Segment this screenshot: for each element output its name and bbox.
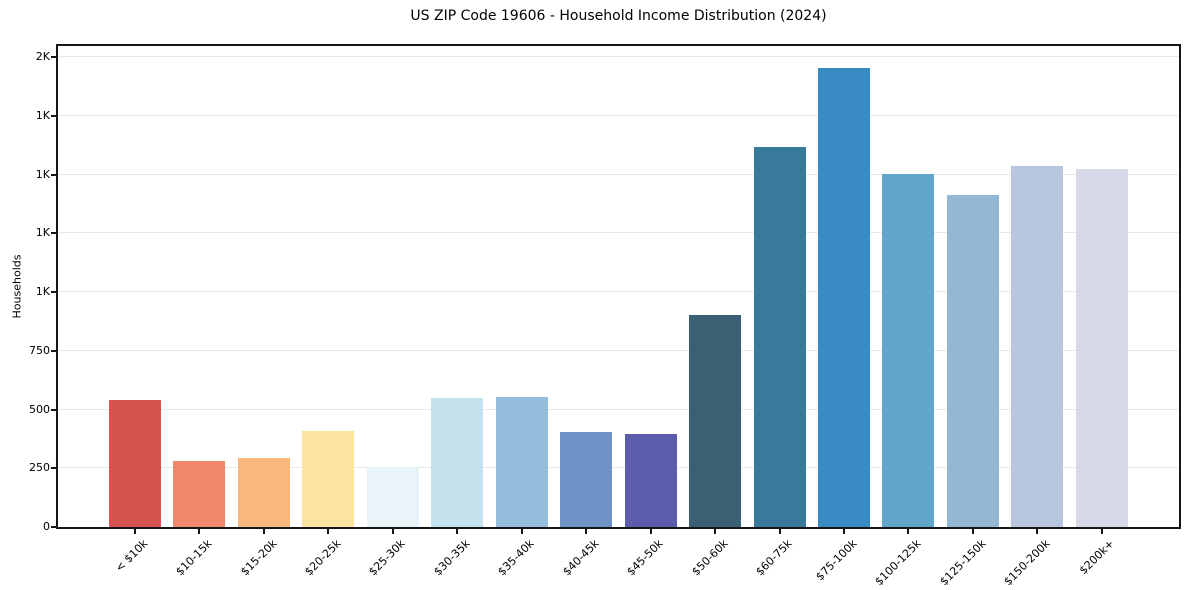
bar-10-15k [173,460,226,527]
plot-area [56,44,1181,529]
bar-150-200k [1011,166,1064,527]
y-tick-mark [51,114,56,117]
y-tick-mark [51,349,56,352]
gridline-250 [58,467,1179,469]
x-tick-label: $25-30k [366,537,409,579]
x-tick-mark [649,529,652,534]
gridline-1250 [58,232,1179,234]
x-tick-label: $40-45k [560,537,602,579]
y-tick-label: 1K [35,226,50,240]
bar-50-60k [689,314,742,527]
y-tick-label: 500 [29,402,50,416]
x-tick-mark [520,529,523,534]
y-tick-mark [51,232,56,235]
y-tick-label: 2K [35,50,50,64]
x-tick-mark [907,529,910,534]
x-tick-label: $60-75k [753,537,795,579]
x-tick-mark [971,529,974,534]
y-tick-label: 0 [43,520,50,533]
x-tick-label: $100-125k [872,537,924,589]
bar-20-25k [302,430,355,527]
bar-45-50k [624,434,677,527]
x-tick-label: $15-20k [237,537,280,579]
x-tick-label: $150-200k [1001,537,1053,589]
x-tick-mark [1100,529,1103,534]
gridline-500 [58,408,1179,410]
y-tick-label: 1K [35,285,50,299]
bar-200k [1075,169,1128,527]
bar-35-40k [495,396,548,527]
y-tick-label: 250 [29,461,50,475]
x-tick-mark [134,529,136,534]
y-tick-mark [51,291,56,294]
gridline-2000 [58,56,1179,58]
x-tick-mark [327,529,330,534]
x-tick-label: $20-25k [302,537,344,579]
gridline-750 [58,349,1179,351]
x-tick-label: $30-35k [431,537,473,579]
gridline-1500 [58,173,1179,175]
bar-30-35k [431,397,484,527]
x-tick-mark [1036,529,1039,534]
y-tick-mark [51,467,56,470]
y-tick-mark [51,526,56,528]
gridline-1750 [58,115,1179,116]
x-tick-mark [456,529,459,534]
x-tick-label: $50-60k [688,537,731,579]
y-tick-mark [51,56,56,59]
y-tick-label: 1K [35,167,50,181]
bar-10k [109,400,161,527]
bar-40-45k [560,432,613,527]
x-tick-label: $35-40k [495,537,537,579]
x-tick-mark [714,529,717,534]
x-tick-mark [585,529,588,534]
chart-title: US ZIP Code 19606 - Household Income Dis… [410,8,827,24]
x-tick-mark [391,529,394,534]
x-tick-label: $10-15k [173,537,215,579]
bar-125-150k [946,195,999,527]
x-tick-label: $75-100k [812,537,860,584]
x-tick-mark [198,529,201,534]
x-tick-label: $125-150k [936,537,989,589]
x-tick-mark [262,529,265,534]
gridline-1000 [58,291,1179,293]
x-tick-label: $200k+ [1076,537,1117,578]
x-tick-mark [842,529,845,534]
y-tick-mark [51,408,56,411]
x-tick-label: $45-50k [624,537,666,579]
y-tick-label: 1K [35,108,50,122]
bar-25-30k [366,466,419,527]
x-tick-mark [778,529,781,534]
bar-100-125k [882,173,935,527]
x-tick-label: < $10k [112,537,151,575]
y-tick-mark [51,173,56,176]
bar-75-100k [817,68,870,527]
bar-15-20k [237,457,290,527]
y-tick-label: 750 [29,343,50,357]
bar-60-75k [753,147,806,527]
